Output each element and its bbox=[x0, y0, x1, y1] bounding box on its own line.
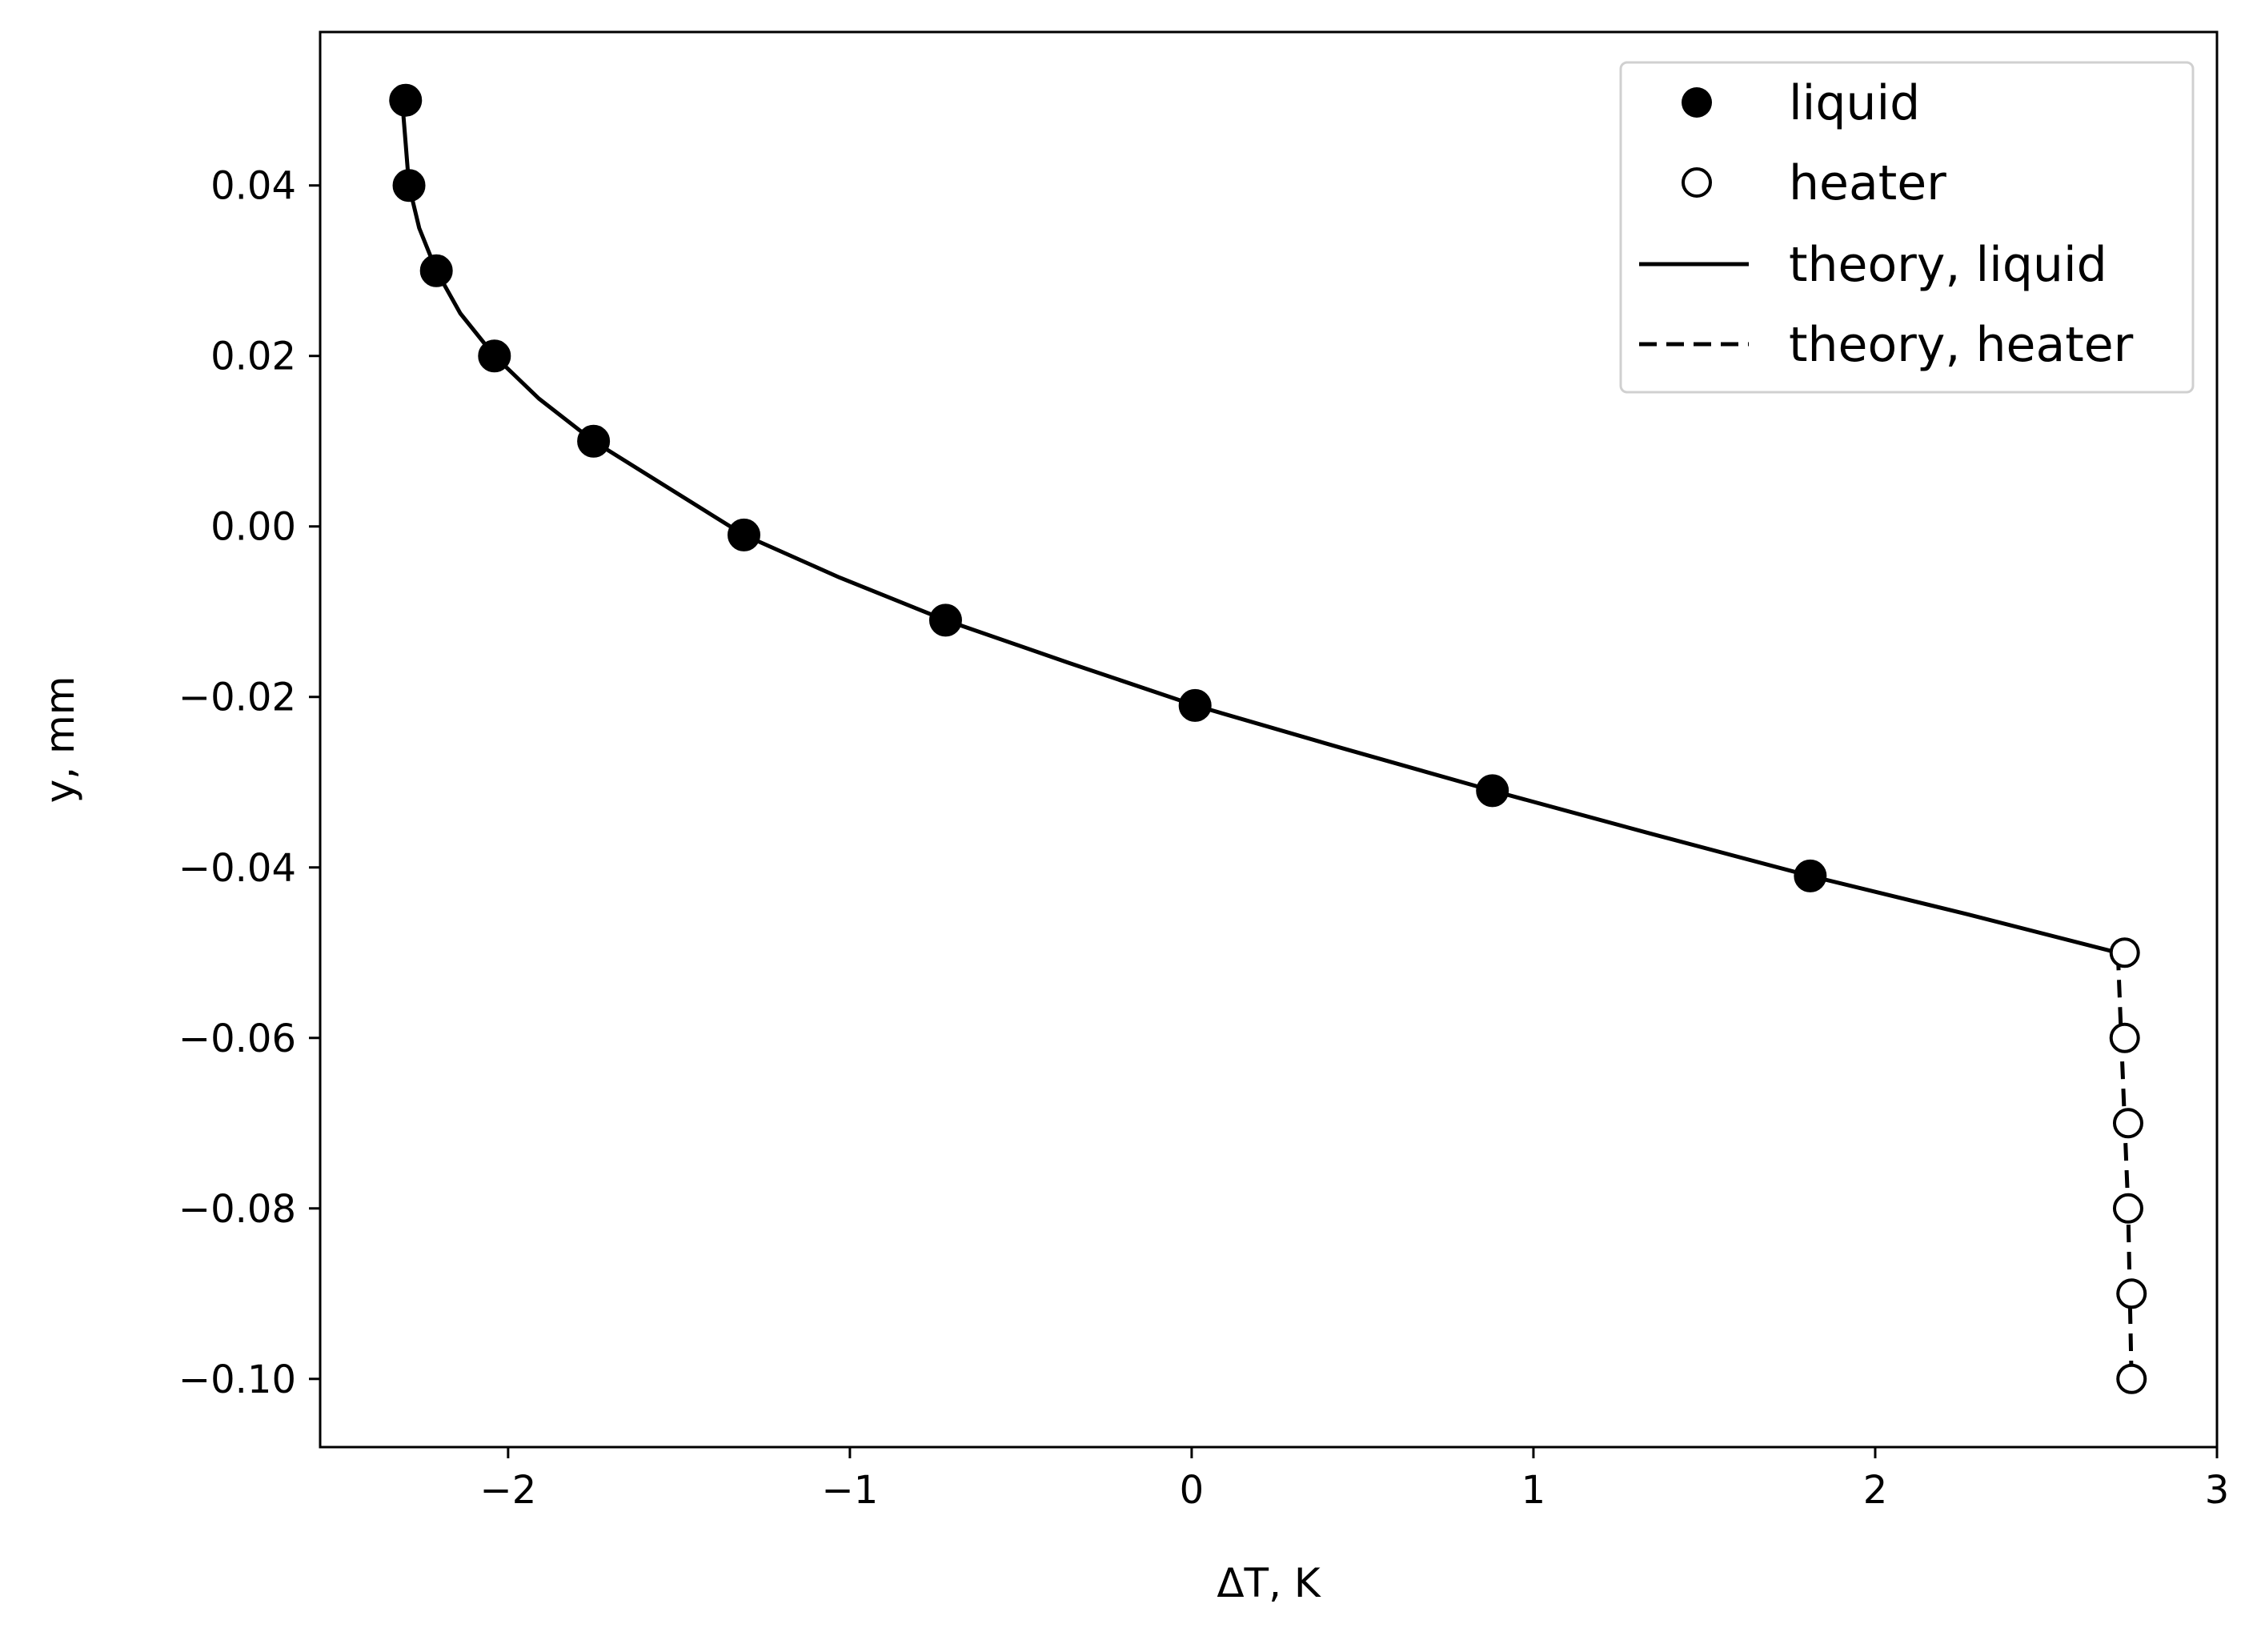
data-point-heater bbox=[2112, 1193, 2143, 1224]
data-point-heater bbox=[2112, 1108, 2143, 1139]
x-tick-label: −2 bbox=[479, 1468, 536, 1513]
y-tick-label: 0.02 bbox=[210, 335, 296, 379]
data-point-liquid bbox=[419, 254, 453, 287]
y-tick-label: −0.10 bbox=[178, 1357, 296, 1402]
y-tick-label: −0.06 bbox=[178, 1016, 296, 1061]
x-axis-label: ΔT, K bbox=[1217, 1560, 1321, 1606]
y-axis-label: y, mm bbox=[37, 676, 83, 804]
y-tick-label: −0.02 bbox=[178, 676, 296, 720]
legend-heater-label: heater bbox=[1789, 155, 1946, 211]
x-tick-label: 2 bbox=[1863, 1468, 1888, 1513]
legend-heater-marker bbox=[1682, 167, 1712, 198]
data-point-liquid bbox=[1794, 859, 1827, 892]
data-point-liquid bbox=[389, 83, 423, 117]
data-point-liquid bbox=[1476, 774, 1509, 808]
data-point-liquid bbox=[478, 339, 511, 373]
data-point-liquid bbox=[928, 603, 962, 637]
legend-frame bbox=[1619, 61, 2195, 394]
data-point-heater bbox=[2116, 1278, 2147, 1309]
data-point-heater bbox=[2109, 937, 2140, 968]
x-tick-label: 1 bbox=[1521, 1468, 1546, 1513]
legend: liquid heater theory, liquid theory, hea… bbox=[1619, 61, 2195, 394]
x-tick-label: −1 bbox=[822, 1468, 879, 1513]
data-point-heater bbox=[2109, 1022, 2140, 1053]
data-point-heater bbox=[2116, 1363, 2147, 1394]
legend-liquid-marker bbox=[1682, 87, 1712, 118]
data-point-liquid bbox=[728, 518, 761, 551]
y-tick-label: −0.04 bbox=[178, 846, 296, 891]
legend-liquid-label: liquid bbox=[1789, 75, 1920, 131]
legend-theory-heater-label: theory, heater bbox=[1789, 317, 2134, 373]
x-tick-label: 3 bbox=[2205, 1468, 2230, 1513]
x-tick-label: 0 bbox=[1180, 1468, 1205, 1513]
data-point-liquid bbox=[392, 169, 426, 202]
y-tick-label: −0.08 bbox=[178, 1187, 296, 1232]
y-tick-label: 0.00 bbox=[210, 505, 296, 550]
y-tick-label: 0.04 bbox=[210, 164, 296, 209]
data-point-liquid bbox=[1178, 688, 1212, 722]
series-line-theory-heater bbox=[2115, 952, 2134, 1379]
legend-theory-liquid-label: theory, liquid bbox=[1789, 237, 2107, 293]
plot-frame bbox=[319, 30, 2219, 1449]
data-point-liquid bbox=[577, 424, 611, 458]
